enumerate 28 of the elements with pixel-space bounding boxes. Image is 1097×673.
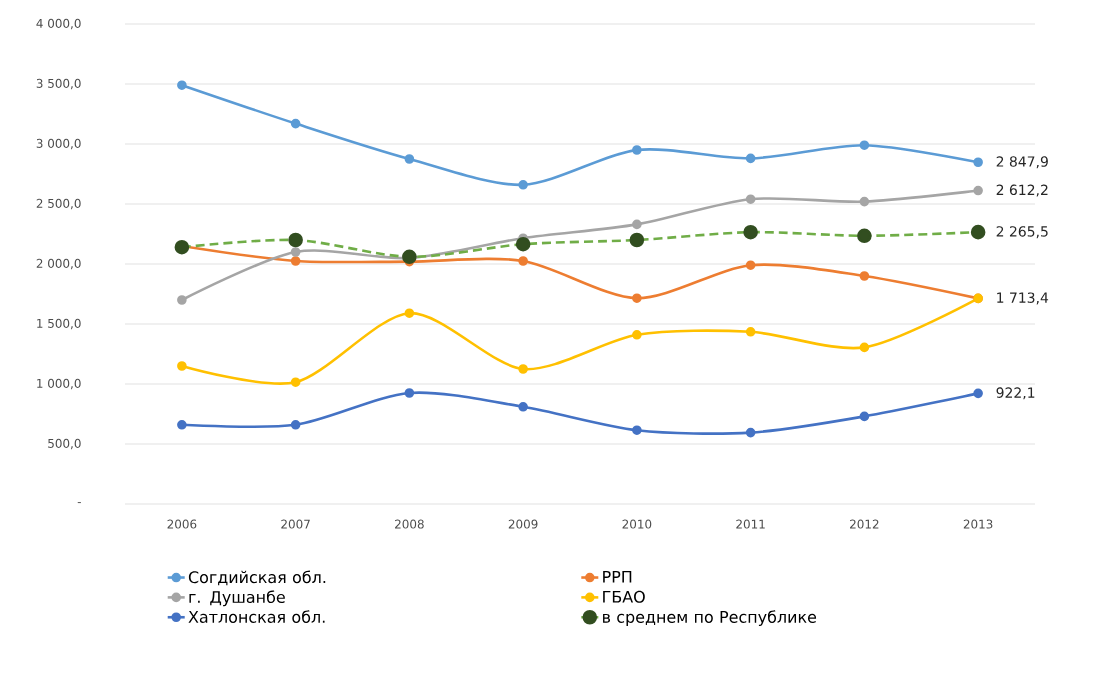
- legend-label: РРП: [603, 570, 632, 583]
- x-tick-label: 2012: [850, 519, 879, 529]
- y-tick-label: 2 000,0: [36, 258, 81, 270]
- y-tick-label: 500,0: [48, 438, 81, 450]
- data-label: 922,1: [996, 387, 1035, 400]
- x-tick-label: 2008: [395, 519, 424, 529]
- data-label: 2 265,5: [996, 226, 1048, 239]
- legend-label: г. Душанбе: [189, 590, 285, 607]
- legend-label: ГБАО: [603, 590, 645, 603]
- data-label: 2 612,2: [996, 184, 1048, 197]
- y-tick-label: 4 000,0: [36, 18, 81, 30]
- y-tick-label: 2 500,0: [36, 198, 81, 210]
- y-tick-label: 3 500,0: [36, 78, 81, 90]
- x-tick-label: 2013: [963, 519, 993, 529]
- legend-label: в среднем по Республике: [603, 610, 817, 627]
- y-tick-label: -: [77, 502, 81, 504]
- x-tick-label: 2011: [736, 519, 765, 529]
- legend-label: Согдийская обл.: [188, 570, 326, 586]
- legend-label: Хатлонская обл.: [188, 610, 325, 623]
- x-tick-label: 2006: [167, 519, 197, 529]
- x-tick-label: 2009: [508, 519, 538, 529]
- y-tick-label: 3 000,0: [36, 138, 81, 150]
- x-tick-label: 2010: [622, 519, 652, 529]
- y-tick-label: 1 500,0: [37, 318, 81, 330]
- data-label: 1 713,4: [997, 292, 1049, 305]
- x-tick-label: 2007: [281, 519, 310, 529]
- y-tick-label: 1 000,0: [37, 378, 81, 390]
- data-label: 2 847,9: [996, 156, 1048, 169]
